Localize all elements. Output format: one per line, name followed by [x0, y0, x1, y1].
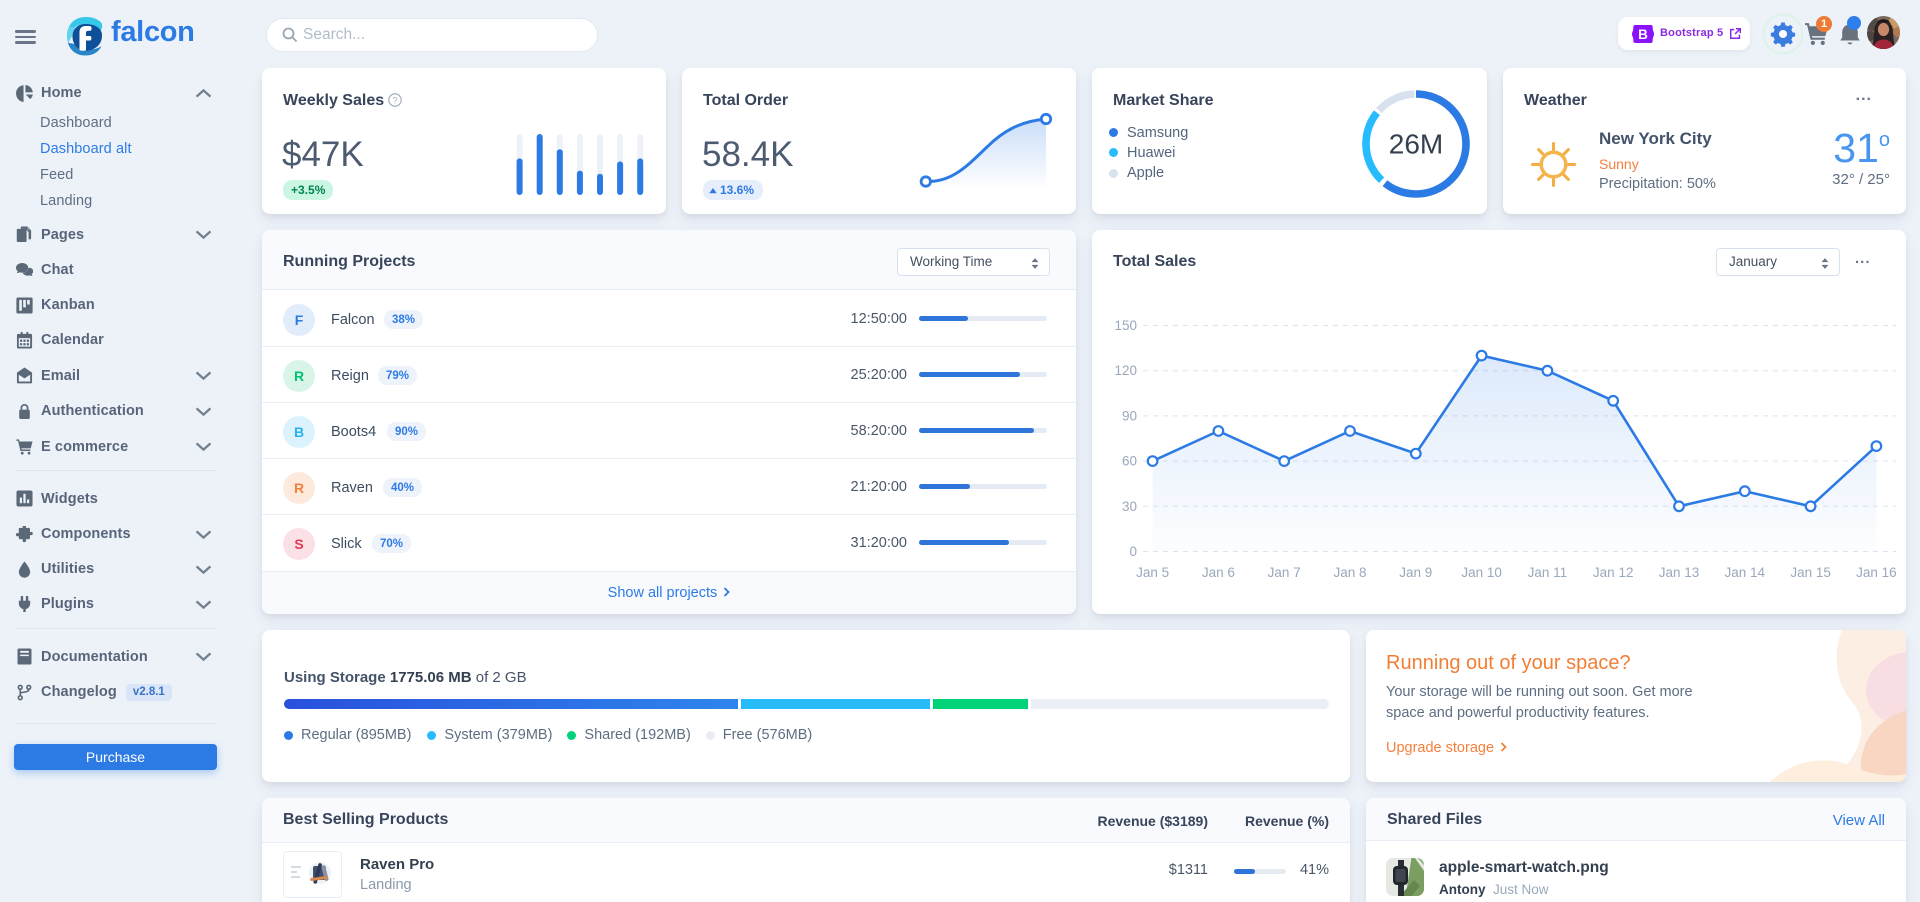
- svg-text:150: 150: [1114, 318, 1137, 333]
- svg-text:Jan 8: Jan 8: [1333, 565, 1366, 580]
- svg-text:30: 30: [1122, 499, 1137, 514]
- svg-text:120: 120: [1114, 363, 1137, 378]
- svg-text:Jan 15: Jan 15: [1790, 565, 1831, 580]
- svg-text:Jan 11: Jan 11: [1528, 565, 1568, 580]
- svg-text:Jan 14: Jan 14: [1725, 565, 1766, 580]
- svg-text:?: ?: [392, 95, 397, 105]
- svg-text:Jan 10: Jan 10: [1461, 565, 1502, 580]
- svg-text:B: B: [1638, 27, 1648, 42]
- svg-text:Jan 5: Jan 5: [1136, 565, 1169, 580]
- svg-text:Jan 7: Jan 7: [1268, 565, 1301, 580]
- svg-text:0: 0: [1129, 544, 1137, 559]
- svg-text:Jan 6: Jan 6: [1202, 565, 1235, 580]
- svg-text:60: 60: [1122, 454, 1137, 469]
- svg-text:90: 90: [1122, 408, 1137, 423]
- svg-text:Jan 16: Jan 16: [1856, 565, 1897, 580]
- svg-text:26M: 26M: [1389, 129, 1443, 160]
- svg-text:Jan 13: Jan 13: [1659, 565, 1700, 580]
- svg-text:Jan 9: Jan 9: [1399, 565, 1432, 580]
- svg-text:Jan 12: Jan 12: [1593, 565, 1634, 580]
